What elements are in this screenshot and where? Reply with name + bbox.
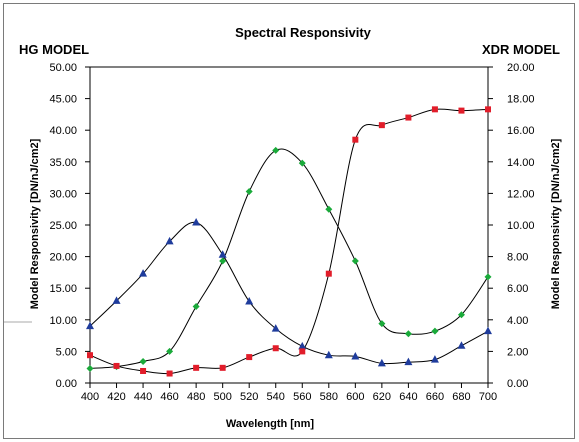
y-left-tick-label: 35.00 xyxy=(49,157,77,169)
data-point-s2 xyxy=(325,205,333,213)
y-left-tick-label: 25.00 xyxy=(49,220,77,232)
y-left-tick-label: 0.00 xyxy=(56,378,77,390)
data-point-s1 xyxy=(457,341,466,349)
y-axis-label-left: Model Responsivity [DN/nJ/cm2] xyxy=(29,138,41,309)
data-point-s3 xyxy=(113,362,120,369)
data-point-s3 xyxy=(325,270,332,277)
y-right-tick-label: 20.00 xyxy=(507,62,535,74)
data-point-s1 xyxy=(484,326,492,335)
plot-area: 400 420 440 460 480 500 520 540 560 580 600 620 640 6… xyxy=(4,62,535,403)
x-tick-label: 540 xyxy=(267,391,285,403)
y-right-tick-label: 14.00 xyxy=(507,157,535,169)
data-point-s1 xyxy=(351,351,360,360)
data-point-s2 xyxy=(86,364,94,372)
data-point-s2 xyxy=(351,257,359,265)
plot-border xyxy=(89,66,489,384)
y-right-tick-label: 4.00 xyxy=(507,315,528,327)
x-tick-label: 560 xyxy=(293,391,311,403)
data-point-s3 xyxy=(299,348,306,355)
data-point-s3 xyxy=(87,352,93,359)
x-tick-label: 680 xyxy=(452,391,470,403)
series-line-2 xyxy=(89,148,489,369)
data-point-s1 xyxy=(245,296,254,305)
data-point-s3 xyxy=(193,364,200,371)
chart-frame xyxy=(3,3,575,439)
data-point-s1 xyxy=(404,357,413,366)
left-axis-title: HG MODEL xyxy=(19,42,89,57)
data-point-s1 xyxy=(430,355,439,363)
data-point-s2 xyxy=(272,146,280,154)
x-tick-label: 480 xyxy=(187,391,205,403)
data-point-s1 xyxy=(298,341,307,350)
data-point-s2 xyxy=(139,358,147,366)
data-point-s2 xyxy=(298,159,306,167)
y-left-tick-label: 40.00 xyxy=(49,125,77,137)
data-point-s2 xyxy=(378,320,386,328)
data-point-s1 xyxy=(139,269,148,277)
y-axis-label-right: Model Responsivity [DN/nJ/cm2] xyxy=(550,138,562,309)
data-point-s2 xyxy=(457,311,465,319)
data-point-s3 xyxy=(405,114,412,121)
data-point-s1 xyxy=(112,296,121,304)
data-point-s1 xyxy=(165,236,174,245)
data-point-s3 xyxy=(140,367,147,374)
y-right-tick-label: 10.00 xyxy=(507,220,535,232)
series-line-1 xyxy=(89,221,489,365)
y-right-tick-label: 6.00 xyxy=(507,283,528,295)
data-point-s2 xyxy=(166,347,174,355)
right-axis-title: XDR MODEL xyxy=(482,42,560,57)
data-point-s1 xyxy=(192,217,201,226)
data-point-s2 xyxy=(431,327,439,335)
x-tick-label: 420 xyxy=(107,391,125,403)
data-point-s3 xyxy=(352,136,359,143)
y-right-tick-label: 12.00 xyxy=(507,188,535,200)
x-tick-label: 700 xyxy=(479,391,497,403)
x-tick-label: 440 xyxy=(134,391,152,403)
y-left-tick-label: 5.00 xyxy=(56,346,77,358)
data-point-s1 xyxy=(271,324,280,332)
y-right-tick-label: 8.00 xyxy=(507,252,528,264)
data-point-s3 xyxy=(272,345,279,352)
chart-title: Spectral Responsivity xyxy=(235,25,372,40)
x-tick-label: 460 xyxy=(160,391,178,403)
x-tick-label: 640 xyxy=(399,391,417,403)
y-left-tick-label: 45.00 xyxy=(49,94,77,106)
data-point-s2 xyxy=(219,257,227,265)
y-right-tick-label: 0.00 xyxy=(507,378,528,390)
data-point-s1 xyxy=(86,321,94,330)
data-point-s3 xyxy=(246,354,253,361)
data-point-s1 xyxy=(377,358,386,367)
data-point-s3 xyxy=(485,106,491,113)
data-point-s1 xyxy=(324,350,333,359)
data-point-s2 xyxy=(245,188,253,196)
data-point-s3 xyxy=(219,364,226,371)
data-point-s2 xyxy=(192,303,200,311)
x-tick-label: 600 xyxy=(346,391,364,403)
x-axis-label: Wavelength [nm] xyxy=(226,418,315,430)
x-tick-label: 660 xyxy=(426,391,444,403)
data-point-s3 xyxy=(458,107,465,114)
data-point-s1 xyxy=(218,250,227,258)
x-tick-label: 620 xyxy=(373,391,391,403)
x-tick-label: 520 xyxy=(240,391,258,403)
x-tick-label: 400 xyxy=(81,391,99,403)
data-point-s3 xyxy=(166,370,173,377)
y-right-tick-label: 18.00 xyxy=(507,94,535,106)
y-left-tick-label: 10.00 xyxy=(49,315,77,327)
data-point-s3 xyxy=(431,106,438,113)
y-left-tick-label: 15.00 xyxy=(49,283,77,295)
data-point-s2 xyxy=(404,330,412,338)
y-left-tick-label: 30.00 xyxy=(49,188,77,200)
y-right-tick-label: 2.00 xyxy=(507,346,528,358)
y-right-tick-label: 16.00 xyxy=(507,125,535,137)
x-tick-label: 500 xyxy=(213,391,231,403)
x-tick-label: 580 xyxy=(320,391,338,403)
data-point-s3 xyxy=(378,122,385,129)
y-left-tick-label: 50.00 xyxy=(49,62,77,74)
y-left-tick-label: 20.00 xyxy=(49,252,77,264)
data-point-s2 xyxy=(484,273,492,281)
series-line-3 xyxy=(89,108,489,375)
